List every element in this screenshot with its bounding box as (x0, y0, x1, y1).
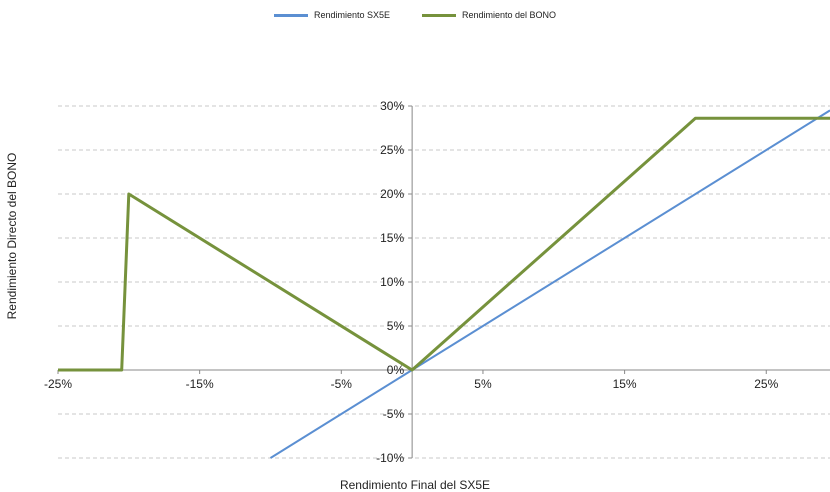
y-axis-label: Rendimiento Directo del BONO (5, 152, 19, 320)
series-line-0 (269, 109, 830, 459)
y-tick-label-5: 5% (387, 319, 405, 333)
x-tick-label-5: 25% (754, 377, 778, 391)
x-tick-label-2: -5% (331, 377, 353, 391)
legend-swatch-sx5e (273, 13, 308, 17)
y-tick-label-2: 20% (380, 187, 404, 201)
legend-item-bono: Rendimiento del BONO (422, 10, 556, 20)
x-tick-label-0: -25% (44, 377, 72, 391)
x-axis-label: Rendimiento Final del SX5E (339, 478, 491, 492)
y-tick-label-3: 15% (380, 231, 404, 245)
legend-label-bono: Rendimiento del BONO (462, 10, 557, 20)
legend-label-sx5e: Rendimiento SX5E (313, 10, 390, 20)
y-tick-label-4: 10% (380, 275, 404, 289)
x-tick-label-4: 15% (613, 377, 637, 391)
y-tick-label-7: -5% (383, 407, 405, 421)
legend-swatch-bono (422, 13, 456, 17)
series-line-1 (58, 116, 830, 372)
legend: Rendimiento SX5E Rendimiento del BONO (0, 10, 830, 20)
x-tick-label-1: -15% (186, 377, 214, 391)
legend-item-sx5e: Rendimiento SX5E (273, 10, 390, 20)
x-tick-label-3: 5% (474, 377, 492, 391)
y-tick-label-6: 0% (387, 363, 405, 377)
y-tick-label-8: -10% (376, 451, 404, 465)
y-tick-label-1: 25% (380, 143, 404, 157)
y-tick-label-0: 30% (380, 99, 404, 113)
